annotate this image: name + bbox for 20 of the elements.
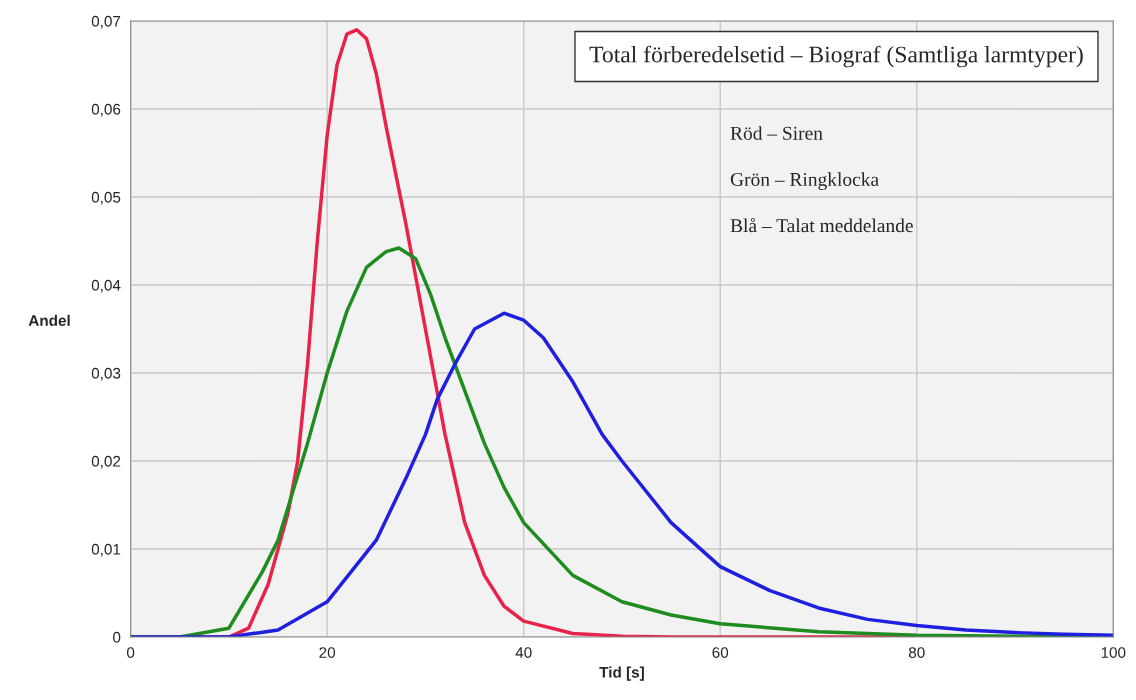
x-axis-title: Tid [s] [599, 666, 644, 681]
y-tick-label: 0 [113, 631, 121, 643]
x-tick-label: 60 [712, 647, 729, 658]
x-tick-label: 0 [126, 647, 135, 658]
annotation: Röd – Siren [730, 126, 823, 140]
y-tick-label: 0,02 [91, 455, 121, 469]
y-tick-label: 0,04 [91, 279, 121, 293]
annotation: Grön – Ringklocka [730, 172, 879, 190]
x-tick-label: 40 [515, 647, 532, 658]
annotation: Blå – Talat meddelande [730, 217, 913, 233]
text: Total förberedelsetid – Biograf (Samtliga larmtyper) [589, 45, 1083, 68]
y-tick-label: 0,01 [91, 543, 121, 557]
y-axis-title: Andel [28, 314, 70, 326]
x-tick-label: 80 [908, 647, 925, 658]
x-tick-label: 20 [319, 647, 336, 658]
y-tick-label: 0,07 [91, 15, 121, 29]
y-tick-label: 0,05 [91, 191, 121, 205]
y-tick-label: 0,03 [91, 367, 121, 381]
x-tick-label: 100 [1101, 647, 1126, 658]
y-tick-label: 0,06 [91, 103, 121, 117]
